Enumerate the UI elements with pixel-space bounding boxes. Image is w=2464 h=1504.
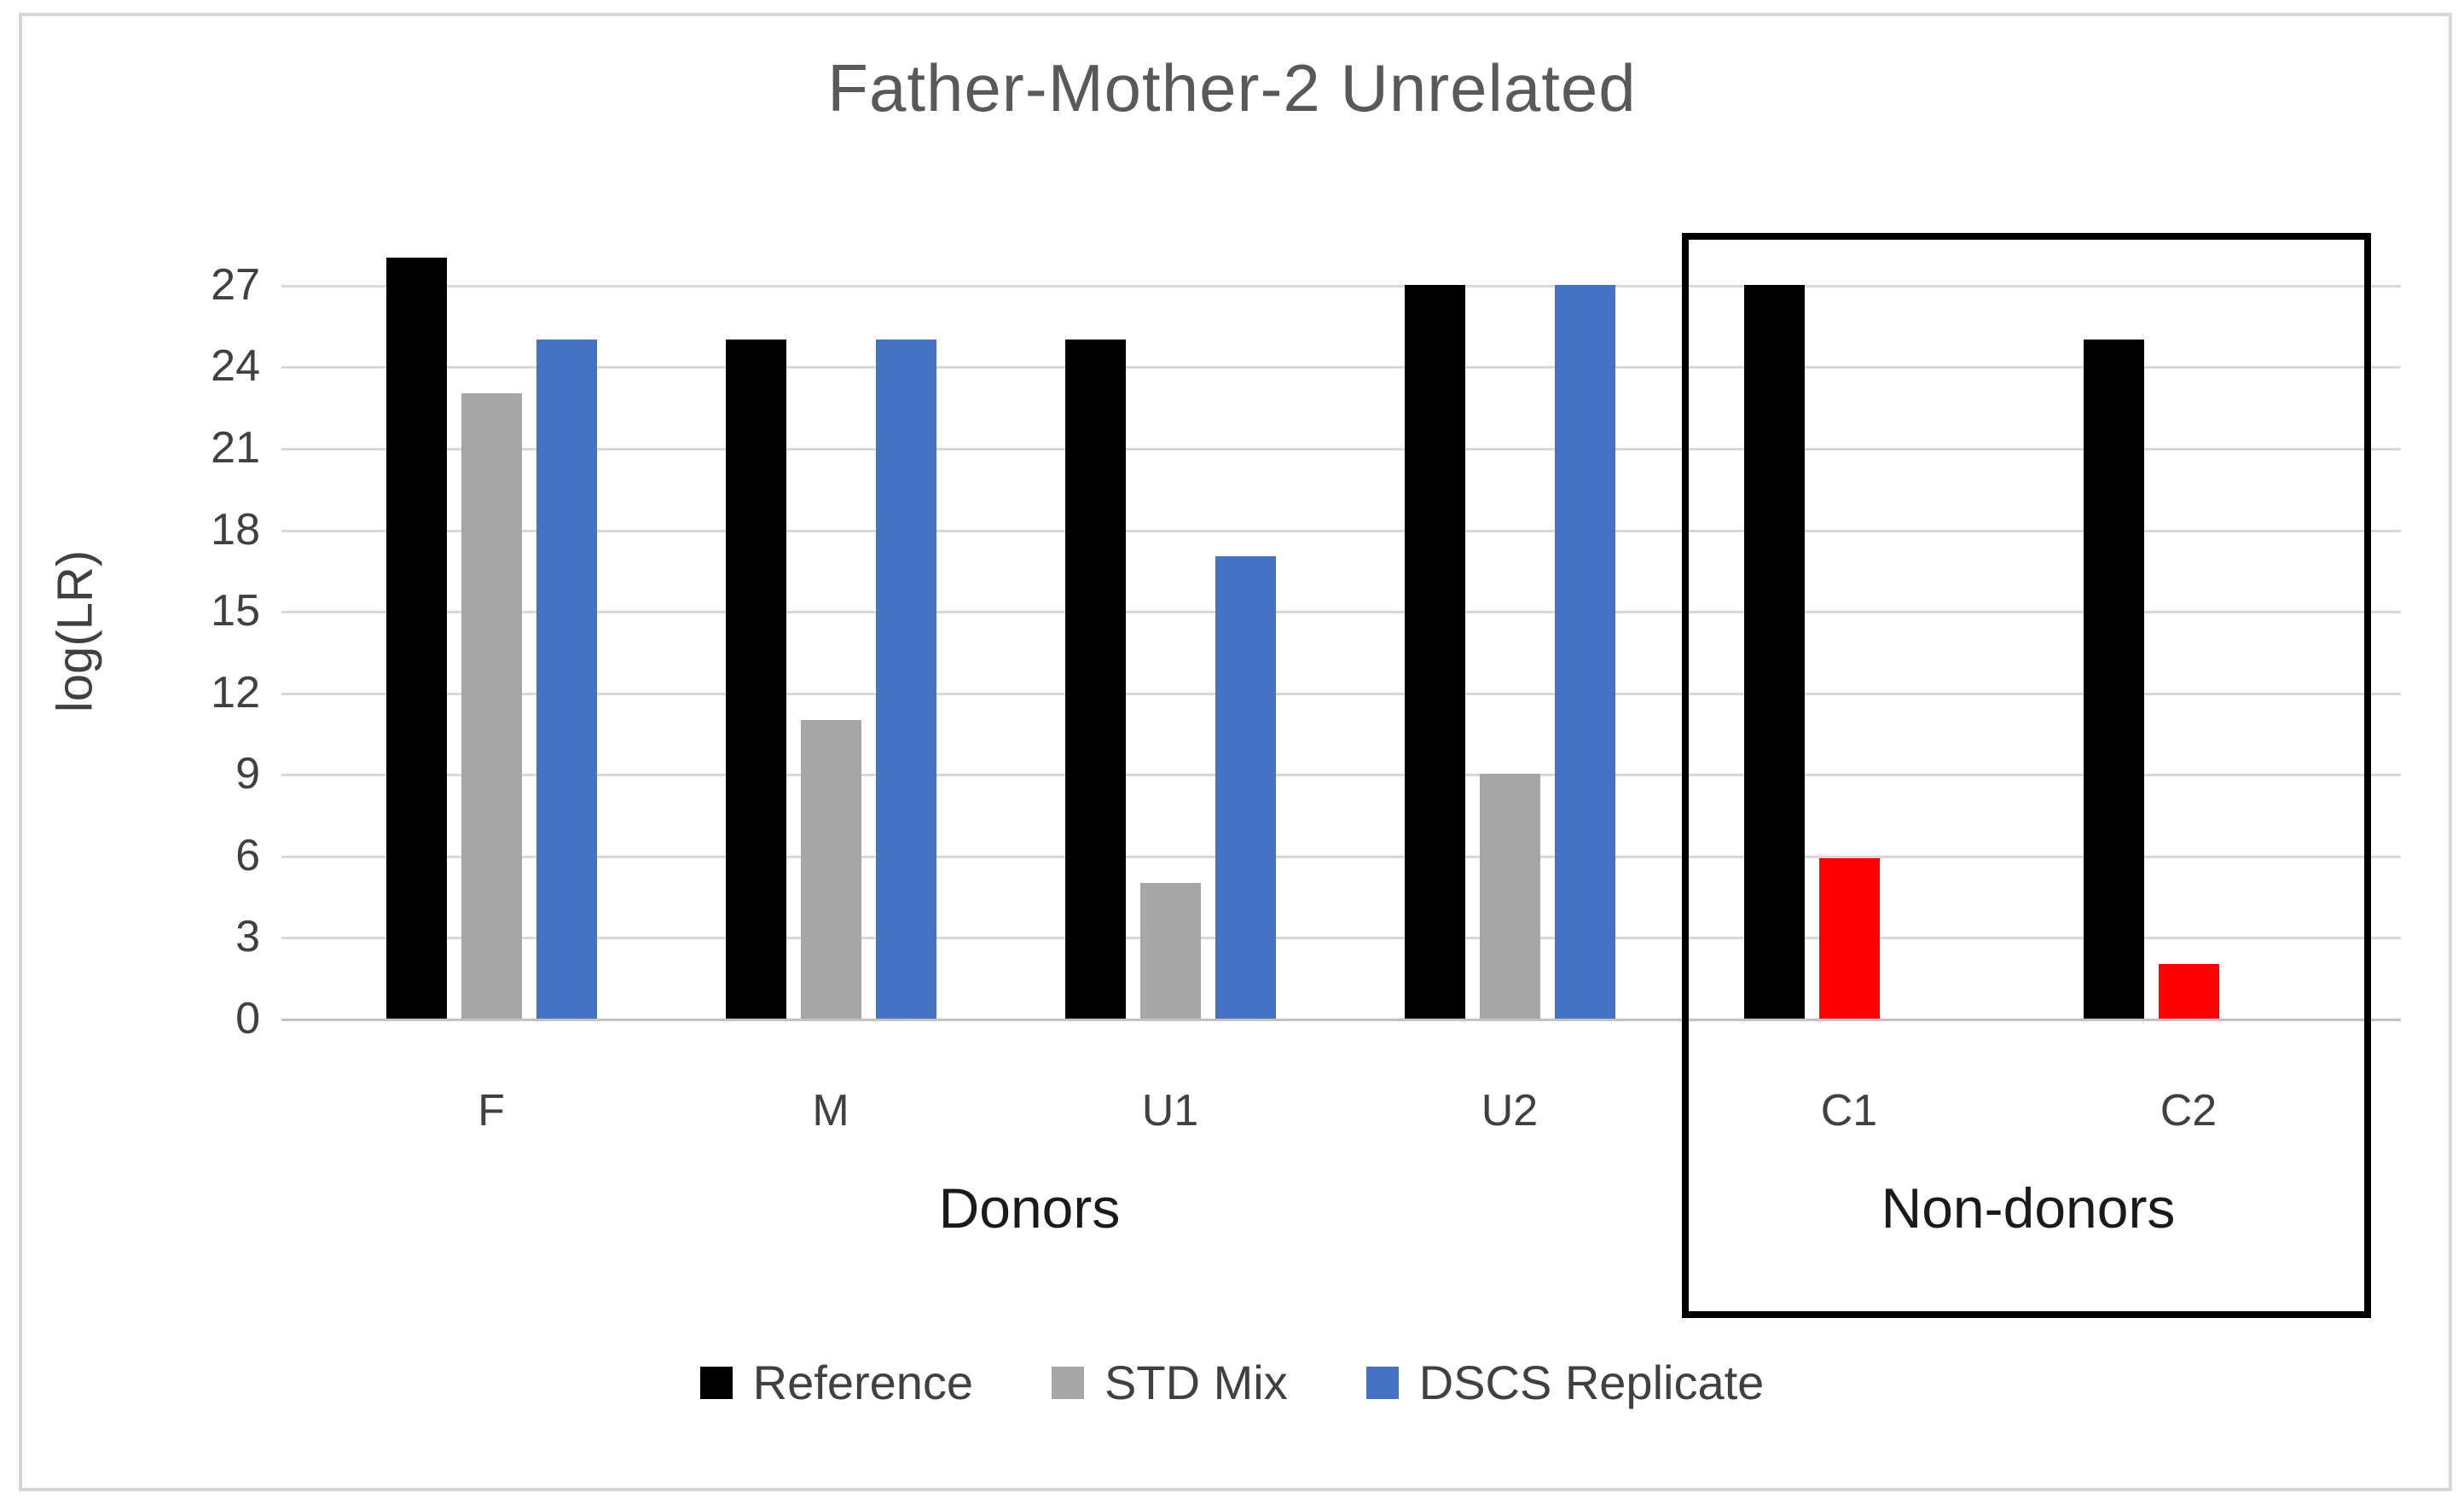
gridline-y-6	[281, 855, 2401, 858]
gridline-y-27	[281, 284, 2401, 287]
legend-label: Reference	[752, 1356, 974, 1409]
gridline-y-15	[281, 611, 2401, 614]
bar-reference-c1	[1743, 284, 1805, 1019]
legend-swatch-icon	[1052, 1366, 1085, 1399]
bar-non-donor-c2	[2158, 964, 2219, 1019]
gridline-y-9	[281, 774, 2401, 777]
y-tick-label-3: 3	[235, 912, 260, 962]
x-category-label-f: F	[478, 1086, 505, 1135]
y-tick-label-18: 18	[211, 504, 260, 555]
legend: Reference STD Mix DSCS Replicate	[0, 1355, 2464, 1410]
x-category-label-m: M	[812, 1086, 849, 1135]
x-category-label-u2: U2	[1481, 1086, 1539, 1135]
donors-group-label: Donors	[938, 1176, 1121, 1240]
bar-dscs-replicate-f	[536, 339, 597, 1019]
y-tick-label-24: 24	[211, 341, 260, 392]
legend-swatch-icon	[1365, 1366, 1399, 1399]
y-axis-title-text: log(LR)	[47, 549, 103, 713]
chart-title: Father-Mother-2 Unrelated	[827, 50, 1637, 125]
y-tick-label-9: 9	[235, 749, 260, 799]
x-category-label-c1: C1	[1820, 1086, 1878, 1135]
legend-item-std-mix: STD Mix	[1052, 1355, 1288, 1410]
gridline-y-18	[281, 529, 2401, 532]
legend-label: STD Mix	[1104, 1356, 1288, 1409]
legend-item-dscs-replicate: DSCS Replicate	[1365, 1355, 1765, 1410]
bar-std-mix-f	[461, 393, 522, 1019]
gridline-y-3	[281, 937, 2401, 940]
gridline-y-21	[281, 447, 2401, 450]
bar-std-mix-u2	[1479, 774, 1540, 1019]
y-tick-label-12: 12	[211, 667, 260, 717]
bar-reference-m	[725, 339, 786, 1019]
gridline-y-0	[281, 1019, 2401, 1021]
bar-std-mix-m	[800, 719, 861, 1019]
y-tick-label-27: 27	[211, 259, 260, 310]
bar-reference-u2	[1404, 284, 1465, 1019]
y-tick-label-0: 0	[235, 994, 260, 1043]
gridline-y-24	[281, 366, 2401, 369]
bar-reference-c2	[2083, 339, 2144, 1019]
x-category-label-u1: U1	[1141, 1086, 1199, 1135]
bar-dscs-replicate-u1	[1215, 556, 1276, 1019]
bar-dscs-replicate-u2	[1554, 284, 1615, 1019]
bar-dscs-replicate-m	[875, 339, 936, 1019]
nondonors-annotation-box	[1682, 233, 2371, 1318]
y-tick-label-6: 6	[235, 830, 260, 880]
legend-swatch-icon	[699, 1366, 733, 1399]
bar-std-mix-u1	[1139, 882, 1201, 1019]
y-tick-label-21: 21	[211, 422, 260, 473]
legend-label: DSCS Replicate	[1418, 1356, 1765, 1409]
x-category-label-c2: C2	[2160, 1086, 2218, 1135]
gridline-y-12	[281, 692, 2401, 695]
bar-reference-f	[386, 257, 447, 1019]
nondonors-group-label: Non-donors	[1881, 1176, 2176, 1240]
plot-area	[281, 244, 2401, 1021]
bar-non-donor-c1	[1818, 858, 1880, 1019]
y-tick-label-15: 15	[211, 586, 260, 636]
bar-reference-u1	[1064, 339, 1126, 1019]
legend-item-reference: Reference	[699, 1355, 974, 1410]
